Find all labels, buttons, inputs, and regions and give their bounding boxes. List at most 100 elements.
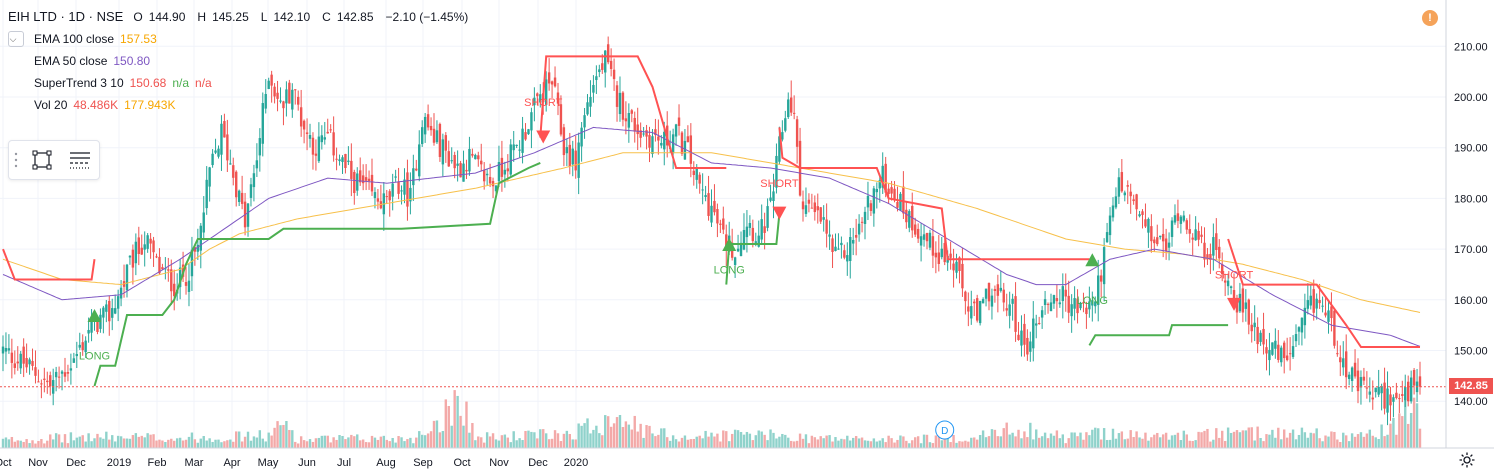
volume-bar [1173,434,1177,448]
supertrend-up-segment [1088,324,1229,346]
supertrend-value: 150.68 [129,76,167,90]
volume-bar [828,435,831,448]
volume-bar [919,443,923,448]
candle-body [338,159,341,162]
volume-bar [913,437,917,448]
volume-bar [57,434,61,448]
volume-bar [181,440,185,448]
long-signal-arrow [1085,253,1100,267]
volume-bar [748,433,752,448]
candle-body [1288,353,1292,355]
volume-bar [134,433,138,448]
volume-bar [1197,431,1200,448]
candle-body [1238,293,1242,312]
time-tick-label: Jul [337,457,351,469]
volume-bar [890,438,893,448]
volume-bar [31,440,34,448]
candle-body [1176,213,1180,221]
line-style-tool-button[interactable] [66,146,94,174]
ema100-path [2,152,1421,313]
candle-body [763,226,766,233]
volume-legend[interactable]: Vol 20 48.486K 177.943K [8,94,474,116]
volume-bar [282,424,285,448]
candle-body [299,107,303,127]
volume-bar [1037,437,1041,448]
drag-handle-icon[interactable] [14,149,18,171]
candle-body [1035,323,1038,326]
candle-body [335,158,338,160]
candle-body [869,203,873,211]
candle-body [1339,357,1342,363]
volume-bar [338,435,341,448]
candle-body [601,63,604,70]
symbol-title[interactable]: EIH LTD · 1D · NSE [8,9,124,24]
candle-body [970,306,973,319]
volume-bar [113,441,117,448]
candle-body [1156,237,1159,245]
time-tick-label: Nov [489,457,509,469]
volume-bar [1073,432,1076,448]
candle-body [1262,328,1265,345]
volume-bar [952,435,955,448]
gear-icon[interactable] [1458,451,1476,469]
collapse-legend-button[interactable]: ⌵ [8,31,24,47]
volume-bar [592,429,595,448]
candle-body [512,144,515,151]
candle-body [1359,377,1363,388]
ema100-legend[interactable]: ⌵ EMA 100 close 157.53 [8,28,474,50]
volume-bar [1144,432,1147,448]
price-tick-label: 190.00 [1454,143,1488,155]
volume-bar [775,438,778,448]
candle-body [146,235,149,249]
candle-body [967,306,970,312]
time-tick-label: Jun [298,457,316,469]
candle-body [1164,238,1168,252]
ema50-legend[interactable]: EMA 50 close 150.80 [8,50,474,72]
volume-bar [468,432,471,448]
candle-body [40,383,43,385]
candle-body [1002,289,1005,303]
candle-body [899,193,902,211]
volume-bar [1011,432,1014,448]
candle-body [297,96,300,105]
candle-body [1099,275,1103,282]
candle-body [1029,341,1032,352]
candle-body [31,360,34,366]
volume-bar [1206,428,1209,448]
candle-body [1392,397,1395,402]
warning-icon[interactable]: ! [1422,10,1438,26]
time-tick-label: Aug [376,457,396,469]
volume-bar [488,436,492,448]
supertrend-down-segment [539,55,727,169]
candle-body [37,381,40,383]
volume-bar [426,433,430,448]
candle-body [1256,326,1259,345]
chart-legend: EIH LTD · 1D · NSE O 144.90 H 145.25 L 142.… [8,6,474,116]
volume-bar [205,440,208,448]
candle-body [1055,298,1059,302]
volume-bar [940,440,943,448]
candle-body [480,160,483,165]
volume-bar [624,421,628,448]
candle-body [214,150,217,153]
volume-bar [1029,422,1032,448]
volume-bar [178,437,182,448]
candle-body [1353,362,1357,377]
candle-body [1226,280,1230,287]
volume-bar [102,438,105,448]
candle-body [134,241,138,264]
rectangle-tool-button[interactable] [28,146,56,174]
volume-bar [946,434,949,448]
candle-body [19,353,22,369]
supertrend-legend[interactable]: SuperTrend 3 10 150.68 n/a n/a [8,72,474,94]
candle-body [1312,289,1315,313]
candle-body [660,142,663,146]
volume-bar [671,435,675,448]
candle-body [78,344,81,348]
ohlc-high: H 145.25 [197,10,249,24]
volume-bar [736,430,740,448]
candle-body [143,244,146,250]
candle-body [49,375,52,387]
supertrend-na-2: n/a [195,76,212,90]
